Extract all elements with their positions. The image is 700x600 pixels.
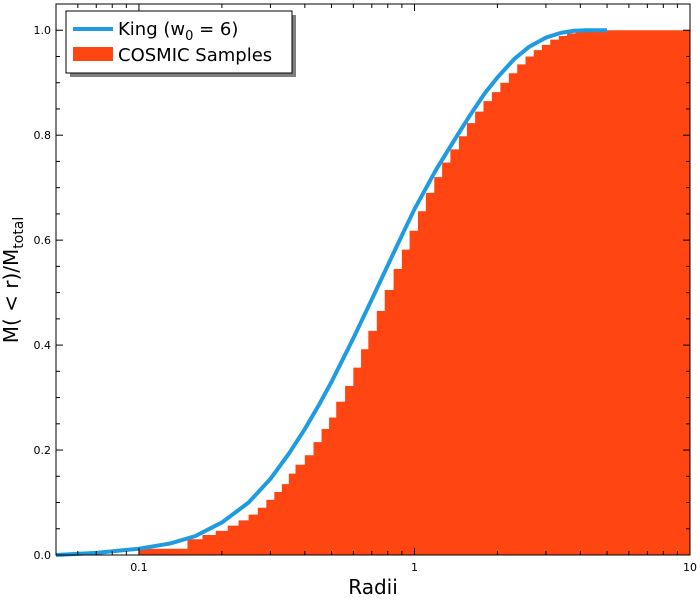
y-tick-label: 1.0: [34, 24, 52, 37]
plot-area: [55, 28, 690, 557]
legend-cosmic-fill-swatch: [73, 47, 113, 61]
king-profile-line: [55, 28, 608, 557]
legend-king-label: King (w0 = 6): [118, 19, 238, 44]
axis-ticks: 0.0 0.2 0.4 0.6 0.8 1.0 0.1 1 10: [34, 4, 697, 574]
y-tick-label: 0.8: [34, 129, 52, 142]
y-tick-label: 0.0: [34, 549, 52, 562]
legend-cosmic-label: COSMIC Samples: [118, 45, 272, 66]
y-tick-label: 0.4: [34, 339, 52, 352]
cosmic-samples-histogram: [56, 30, 690, 555]
legend: King (w0 = 6) COSMIC Samples: [65, 10, 296, 77]
y-axis-label: M( < r)/Mtotal: [0, 217, 27, 344]
y-tick-label: 0.6: [34, 234, 52, 247]
x-axis-label: Radii: [348, 575, 398, 599]
x-tick-label: 10: [683, 561, 697, 574]
legend-box: [65, 10, 293, 74]
x-tick-label: 1: [411, 561, 418, 574]
x-tick-label: 0.1: [130, 561, 148, 574]
plot-frame: [55, 3, 691, 556]
y-tick-label: 0.2: [34, 444, 52, 457]
